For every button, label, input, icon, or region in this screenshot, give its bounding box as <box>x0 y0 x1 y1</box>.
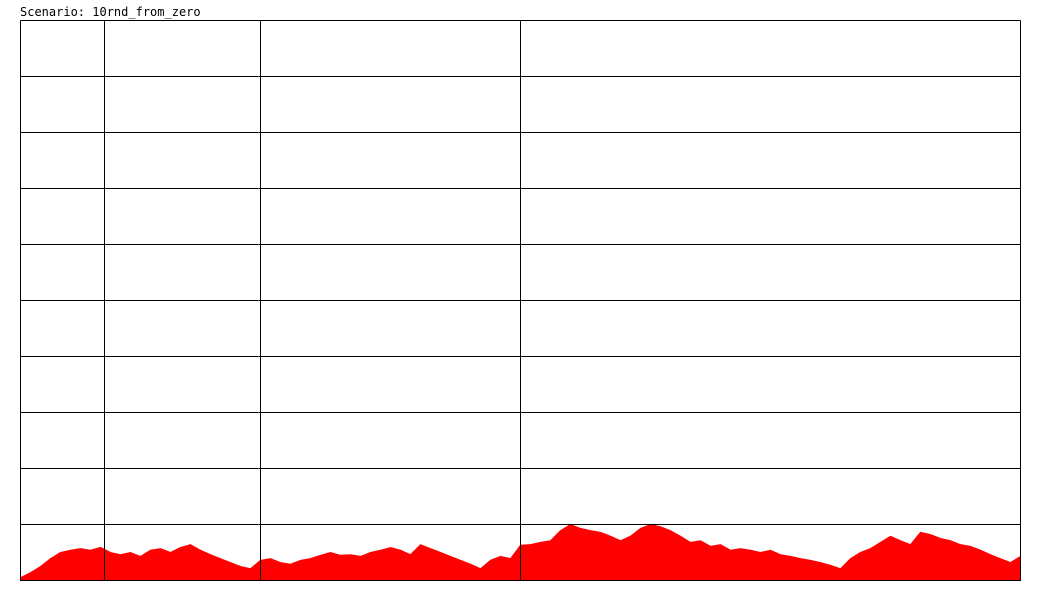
chart-title: Scenario: 10rnd_from_zero <box>20 5 201 19</box>
